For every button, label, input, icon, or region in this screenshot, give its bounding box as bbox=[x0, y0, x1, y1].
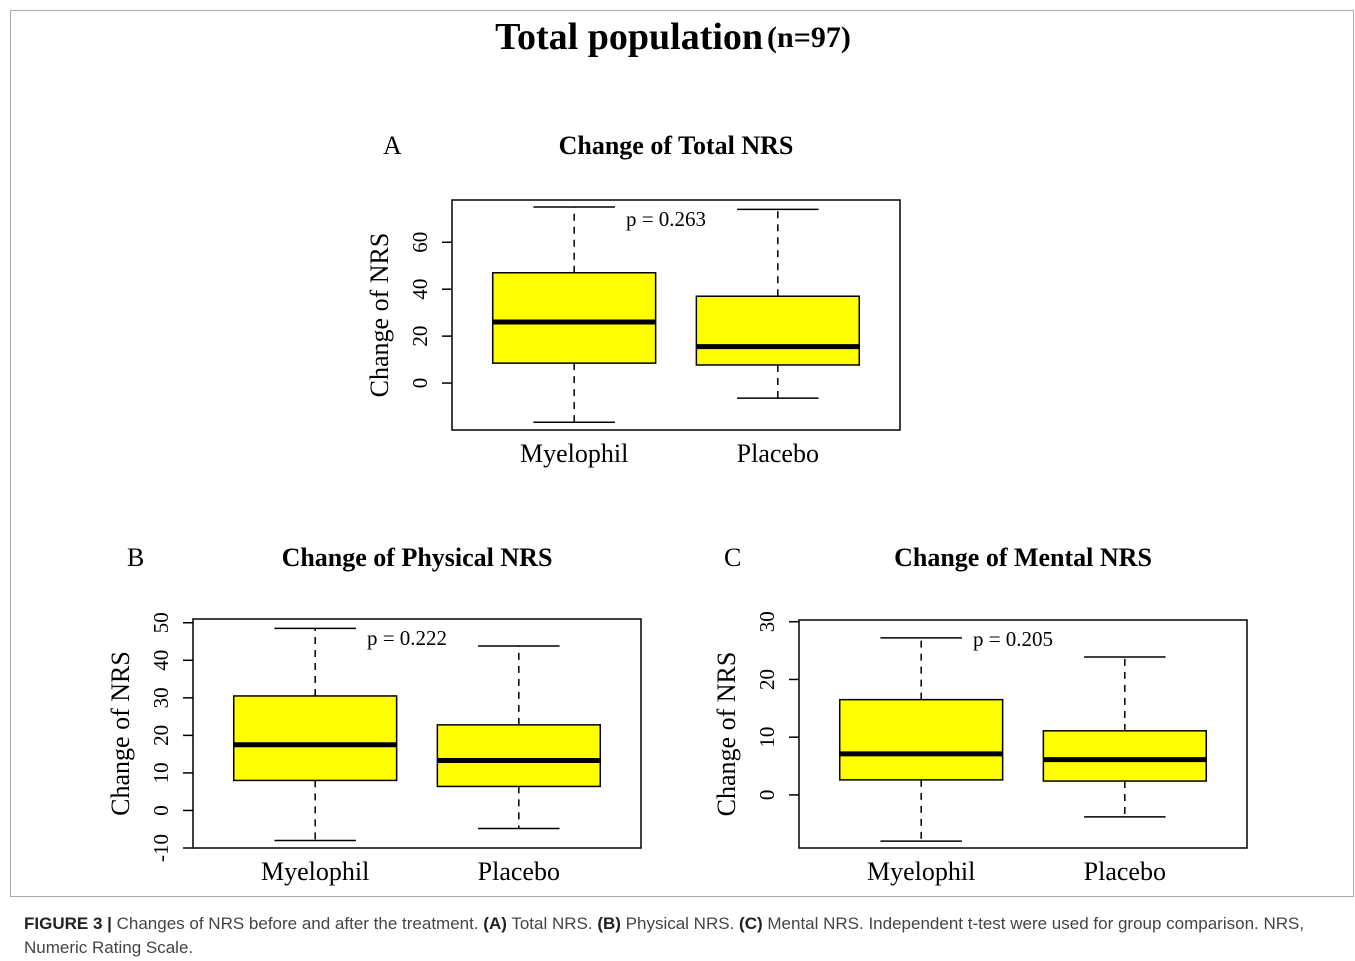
title-main: Total population bbox=[495, 16, 763, 58]
annotation: p = 0.205 bbox=[973, 627, 1053, 651]
caption-ref: (B) bbox=[597, 914, 621, 933]
y-tick-label: 40 bbox=[149, 650, 173, 671]
x-tick-label: Myelophil bbox=[261, 857, 369, 886]
caption-text: Mental NRS. Independent t-test were used… bbox=[24, 914, 1305, 957]
x-tick-label: Placebo bbox=[1084, 857, 1166, 886]
chart-title: Change of Physical NRS bbox=[282, 543, 553, 572]
panel-label: A bbox=[383, 131, 402, 160]
annotation: p = 0.263 bbox=[626, 207, 706, 231]
y-axis-label: Change of NRS bbox=[365, 233, 394, 398]
caption-text: Changes of NRS before and after the trea… bbox=[116, 914, 479, 933]
y-axis-label: Change of NRS bbox=[106, 651, 135, 816]
x-tick-label: Myelophil bbox=[867, 857, 975, 886]
caption-text: Physical NRS. bbox=[625, 914, 735, 933]
y-tick-label: 50 bbox=[149, 612, 173, 633]
box bbox=[1042, 730, 1208, 782]
plot-frame bbox=[192, 618, 642, 849]
caption-ref: (C) bbox=[739, 914, 763, 933]
plot-frame bbox=[798, 619, 1248, 849]
y-tick-label: 20 bbox=[149, 725, 173, 746]
y-tick-label: 0 bbox=[408, 378, 432, 389]
y-tick-label: 20 bbox=[408, 326, 432, 347]
chart-title: Change of Total NRS bbox=[559, 131, 794, 160]
panel-label: C bbox=[724, 543, 741, 572]
annotation: p = 0.222 bbox=[367, 626, 447, 650]
frame bbox=[10, 10, 1354, 897]
y-tick-label: -10 bbox=[149, 834, 173, 862]
box bbox=[232, 695, 398, 782]
y-tick-label: 0 bbox=[755, 790, 779, 801]
y-tick-label: 30 bbox=[755, 611, 779, 632]
box bbox=[436, 724, 602, 788]
box bbox=[838, 698, 1004, 781]
caption-label: FIGURE 3 | bbox=[24, 914, 112, 933]
caption-text: Total NRS. bbox=[511, 914, 593, 933]
box bbox=[491, 272, 657, 364]
y-tick-label: 10 bbox=[149, 762, 173, 783]
figure-title: Total population (n=97) bbox=[495, 16, 851, 58]
caption: FIGURE 3 | Changes of NRS before and aft… bbox=[24, 912, 1344, 960]
y-tick-label: 30 bbox=[149, 687, 173, 708]
box bbox=[695, 295, 861, 366]
title-n: (n=97) bbox=[767, 21, 851, 54]
y-tick-label: 0 bbox=[149, 805, 173, 816]
x-tick-label: Placebo bbox=[737, 439, 819, 468]
y-tick-label: 40 bbox=[408, 279, 432, 300]
y-tick-label: 60 bbox=[408, 232, 432, 253]
chart-title: Change of Mental NRS bbox=[894, 543, 1152, 572]
caption-ref: (A) bbox=[483, 914, 507, 933]
y-tick-label: 20 bbox=[755, 669, 779, 690]
x-tick-label: Placebo bbox=[478, 857, 560, 886]
y-tick-label: 10 bbox=[755, 727, 779, 748]
plot-frame bbox=[451, 199, 901, 431]
panel-label: B bbox=[127, 543, 144, 572]
y-axis-label: Change of NRS bbox=[712, 652, 741, 817]
x-tick-label: Myelophil bbox=[520, 439, 628, 468]
